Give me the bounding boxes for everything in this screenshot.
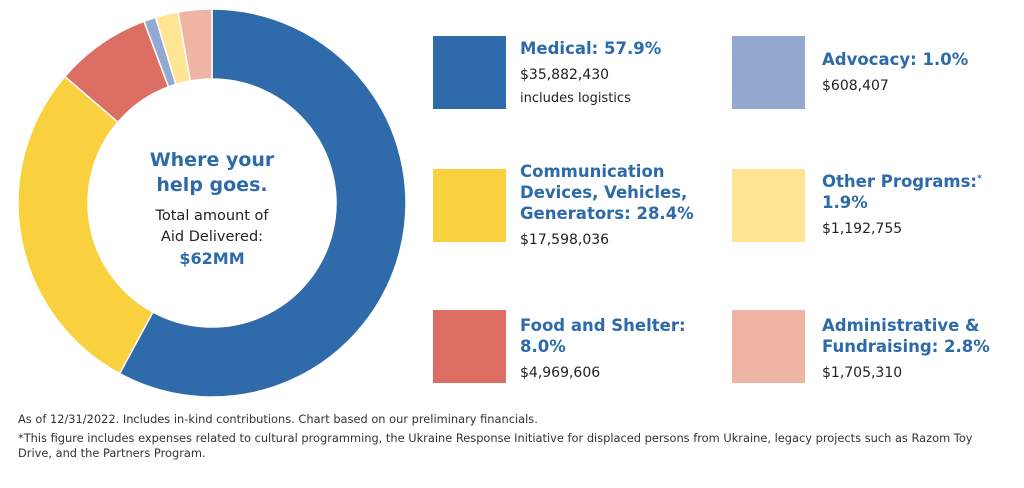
donut-center-label: Where your help goes. Total amount of Ai… <box>112 148 312 270</box>
legend-swatch-administrative <box>732 310 805 383</box>
legend-swatch-advocacy <box>732 36 805 109</box>
donut-slice-medical <box>118 8 407 398</box>
donut-slice-communication <box>17 75 154 375</box>
footnote-marker: * <box>977 174 982 184</box>
legend-label-medical: Medical: 57.9% <box>520 39 662 58</box>
legend-amount-food-shelter: $4,969,606 <box>520 365 601 381</box>
legend-swatch-communication <box>433 169 506 242</box>
legend-label-administrative: Administrative & Fundraising: 2.8% <box>822 316 990 356</box>
legend-amount-advocacy: $608,407 <box>822 78 889 94</box>
legend-label-other-programs: Other Programs:* 1.9% <box>822 172 982 212</box>
legend-note-medical: includes logistics <box>520 91 631 106</box>
footnote-date: As of 12/31/2022. Includes in-kind contr… <box>18 412 538 426</box>
donut-chart <box>17 8 407 398</box>
legend-label-communication: Communication Devices, Vehicles, Generat… <box>520 162 694 223</box>
legend-amount-administrative: $1,705,310 <box>822 365 903 381</box>
center-total: $62MM <box>179 249 245 268</box>
center-subtitle: Total amount of Aid Delivered: <box>155 208 269 245</box>
legend-label-advocacy: Advocacy: 1.0% <box>822 50 969 69</box>
legend-swatch-food-shelter <box>433 310 506 383</box>
footnotes: As of 12/31/2022. Includes in-kind contr… <box>18 412 1008 462</box>
legend-amount-other-programs: $1,192,755 <box>822 221 903 237</box>
center-title: Where your help goes. <box>149 149 275 196</box>
legend-label-food-shelter: Food and Shelter: 8.0% <box>520 316 686 356</box>
legend-amount-medical: $35,882,430 <box>520 67 610 83</box>
legend-amount-communication: $17,598,036 <box>520 232 610 248</box>
legend-swatch-medical <box>433 36 506 109</box>
legend-swatch-other-programs <box>732 169 805 242</box>
donut-slice-administrative <box>177 8 213 82</box>
footnote-other-programs: *This figure includes expenses related t… <box>18 430 973 461</box>
